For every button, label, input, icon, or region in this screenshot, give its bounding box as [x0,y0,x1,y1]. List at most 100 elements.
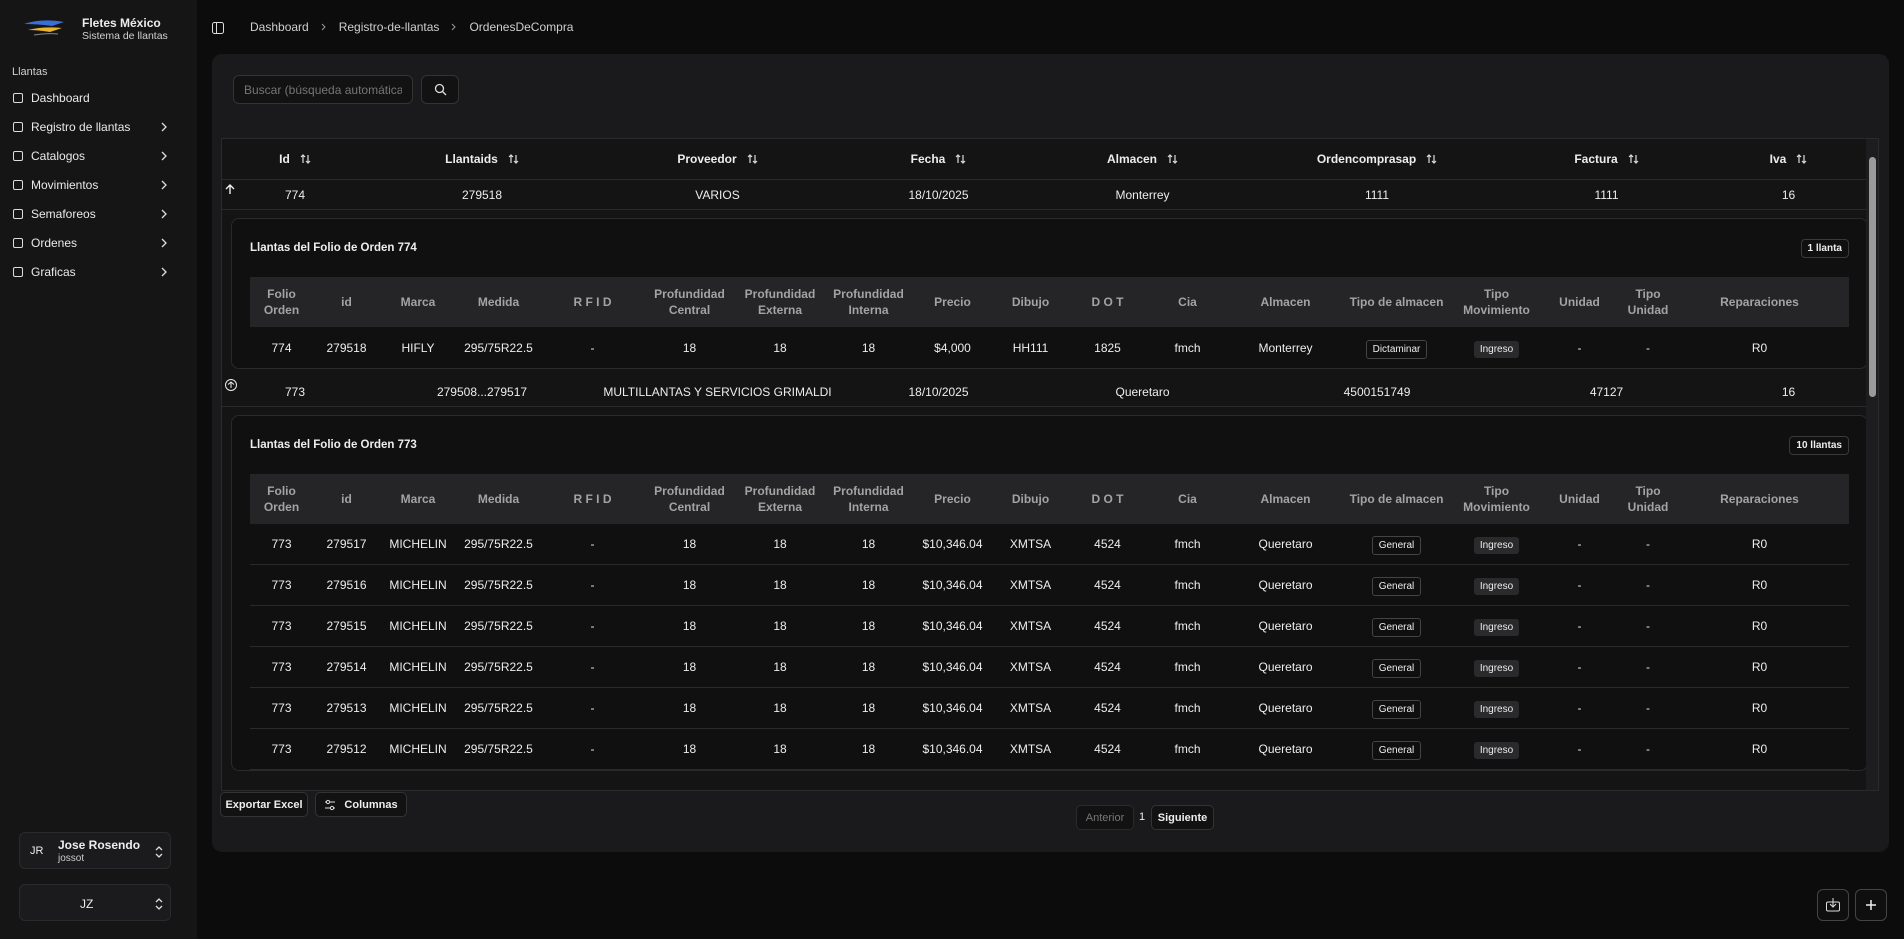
sort-icon [747,153,758,165]
detail-cell: - [1616,619,1680,633]
detail-cell: - [1543,619,1616,633]
header-wrap: Iva [1770,152,1808,166]
badge: General [1372,618,1422,637]
detail-header-cell: Tipo Movimiento [1450,286,1543,318]
order-cell: MULTILLANTAS Y SERVICIOS GRIMALDI [596,385,839,399]
header-cell[interactable]: Fecha [839,152,1038,166]
detail-header-cell: Tipo Unidad [1616,286,1680,318]
export-button[interactable]: Exportar Excel [220,792,308,817]
detail-cell: Queretaro [1228,537,1343,551]
logo [22,18,66,40]
header-cell[interactable]: Proveedor [596,152,839,166]
expand-icon [224,183,238,197]
detail-cell: 18 [825,578,912,592]
nav-item[interactable]: Dashboard [12,86,180,110]
badge: Ingreso [1474,619,1519,636]
crumb[interactable]: Registro-de-llantas [339,20,440,34]
badge: General [1372,741,1422,760]
detail-cell: R0 [1680,742,1839,756]
detail-cell: 18 [644,537,735,551]
detail-cell: 4524 [1068,701,1147,715]
badge: Dictaminar [1366,340,1428,359]
header-cell[interactable]: Ordencomprasap [1247,152,1507,166]
user-menu[interactable]: JR Jose Rosendo jossot [19,832,171,869]
detail-cell: Queretaro [1228,578,1343,592]
nav-icon [12,208,24,220]
detail-cell: 279518 [313,341,380,355]
detail-cell: XMTSA [993,701,1068,715]
search-input[interactable] [233,75,413,104]
nav-item[interactable]: Registro de llantas [12,115,180,139]
detail-cell: 18 [735,660,825,674]
detail-cell: - [1543,742,1616,756]
detail-row: 773279513MICHELIN295/75R22.5-181818$10,3… [250,688,1849,729]
detail-cell: 18 [825,701,912,715]
detail-header-cell: Reparaciones [1680,294,1839,310]
badge: Ingreso [1474,537,1519,554]
sort-icon [300,153,311,165]
scrollbar[interactable] [1866,139,1878,791]
detail-cell: fmch [1147,578,1228,592]
detail-cell: 18 [825,537,912,551]
detail-header-cell: D O T [1068,491,1147,507]
detail-header-cell: Unidad [1543,294,1616,310]
header-cell[interactable]: Iva [1706,152,1871,166]
detail-cell: Ingreso [1450,619,1543,633]
nav-item[interactable]: Movimientos [12,173,180,197]
scroll-thumb[interactable] [1869,157,1876,397]
detail-cell: MICHELIN [380,742,456,756]
detail-cell: MICHELIN [380,537,456,551]
sort-icon [508,153,519,165]
detail-cell: - [1616,537,1680,551]
chevrons [154,897,164,911]
detail-cell: Ingreso [1450,578,1543,592]
detail-cell: General [1343,578,1450,592]
detail-cell: fmch [1147,701,1228,715]
detail-cell: - [541,660,644,674]
nav-item[interactable]: Semaforeos [12,202,180,226]
detail-header-cell: Profundidad Externa [735,286,825,318]
user-name: Jose Rosendo [58,838,140,852]
page-number: 1 [1139,811,1145,823]
columns-button[interactable]: Columnas [315,792,407,817]
search-icon [434,83,447,96]
detail-cell: fmch [1147,537,1228,551]
detail-row: 774279518HIFLY295/75R22.5-181818$4,000HH… [250,327,1849,368]
order-row[interactable]: 773279508...279517MULTILLANTAS Y SERVICI… [222,377,1868,407]
nav-item[interactable]: Ordenes [12,231,180,255]
detail-cell: Queretaro [1228,660,1343,674]
detail-cell: R0 [1680,578,1839,592]
nav-item[interactable]: Graficas [12,260,180,284]
detail-cell: $10,346.04 [912,578,993,592]
header-cell[interactable]: Llantaids [368,152,596,166]
header-wrap: Proveedor [677,152,757,166]
sidebar-toggle[interactable] [211,21,225,35]
download-button[interactable] [1817,889,1849,921]
detail-cell: - [1616,701,1680,715]
search-button[interactable] [421,75,459,104]
add-button[interactable] [1855,889,1887,921]
crumb[interactable]: Dashboard [250,20,309,34]
nav-item[interactable]: Catalogos [12,144,180,168]
header-cell[interactable]: Factura [1507,152,1706,166]
orders-table: IdLlantaids Proveedor FechaAlmacenOrdencom… [221,138,1879,791]
detail-cell: $10,346.04 [912,660,993,674]
prev-button[interactable]: Anterior [1076,805,1134,830]
header-cell[interactable]: Almacen [1038,152,1247,166]
detail-cell: 279516 [313,578,380,592]
team-menu[interactable]: JZ [19,884,171,921]
chevron [159,266,169,278]
detail-cell: - [541,578,644,592]
next-button[interactable]: Siguiente [1151,805,1214,830]
detail-cell: General [1343,537,1450,551]
detail-cell: 1825 [1068,341,1147,355]
user-initials: JR [30,845,43,857]
detail-cell: 18 [825,341,912,355]
header-cell[interactable]: Id [222,152,368,166]
order-row[interactable]: 774279518VARIOS18/10/2025Monterrey111111… [222,180,1868,210]
detail-header-cell: Unidad [1543,491,1616,507]
detail-header-cell: Tipo Movimiento [1450,483,1543,515]
detail-count: 1 llanta [1801,239,1849,258]
detail-count: 10 llantas [1789,436,1849,455]
